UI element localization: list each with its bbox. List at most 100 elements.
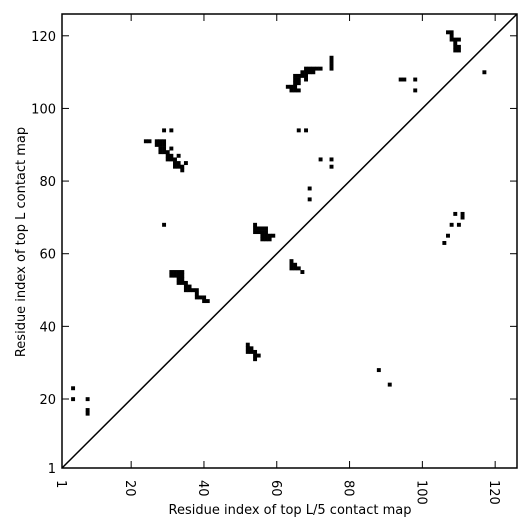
contact-cell	[256, 353, 261, 358]
contact-cell	[245, 346, 250, 351]
contact-cell	[165, 150, 170, 155]
x-tick-label: 80	[341, 480, 356, 497]
y-tick-label: 40	[39, 320, 56, 335]
contact-cell	[180, 164, 185, 169]
contact-cell	[449, 33, 454, 38]
contact-cell	[296, 81, 301, 86]
contact-cell	[456, 37, 461, 42]
contact-cell	[293, 266, 298, 271]
contact-cell	[329, 63, 334, 67]
contact-cell	[329, 55, 334, 60]
y-axis-title: Residue index of top L contact map	[14, 127, 29, 357]
contact-cell	[187, 288, 192, 293]
x-tick-label: 20	[122, 480, 137, 497]
contact-cell	[71, 386, 76, 391]
contact-cell	[329, 66, 334, 71]
contact-cell	[183, 161, 188, 166]
contact-cell	[318, 66, 323, 71]
contact-cell	[300, 70, 305, 75]
contact-cell	[446, 30, 450, 35]
contact-cell	[304, 128, 308, 133]
contact-cell	[329, 164, 334, 169]
contact-cell	[169, 146, 174, 151]
y-tick-label: 100	[31, 102, 56, 117]
contact-cell	[304, 77, 308, 82]
contact-cell	[173, 161, 177, 166]
contact-cell	[264, 230, 268, 235]
contact-cells	[71, 30, 487, 416]
contact-cell	[260, 237, 265, 242]
contact-cell	[293, 77, 298, 82]
contact-cell	[296, 88, 301, 93]
y-tick-label: 20	[39, 393, 56, 408]
contact-cell	[194, 295, 199, 300]
contact-cell	[398, 77, 403, 82]
contact-cell	[147, 139, 152, 144]
contact-cell	[71, 397, 76, 402]
contact-cell	[311, 70, 316, 75]
contact-cell	[85, 408, 90, 413]
contact-cell	[162, 150, 167, 155]
contact-cell	[453, 37, 458, 42]
contact-cell	[154, 142, 159, 147]
contact-cell	[169, 270, 174, 274]
contact-cell	[304, 73, 308, 78]
contact-cell	[289, 259, 294, 264]
contact-cell	[293, 81, 298, 86]
contact-cell	[253, 226, 258, 231]
contact-cell	[296, 73, 301, 78]
contact-cell	[456, 48, 461, 53]
contact-cell	[387, 382, 392, 387]
contact-cell	[449, 222, 454, 227]
contact-cell	[180, 270, 185, 274]
contact-cell	[194, 291, 199, 296]
contact-cell	[449, 30, 454, 35]
contact-cell	[245, 342, 250, 347]
contact-cell	[176, 164, 181, 169]
contact-cell	[176, 280, 181, 285]
contact-cell	[176, 273, 181, 278]
contact-cell	[264, 237, 268, 242]
contact-cell	[453, 48, 458, 53]
contact-cell	[158, 150, 163, 155]
contact-cell	[413, 88, 418, 93]
contact-cell	[253, 230, 258, 235]
contact-cell	[296, 128, 301, 133]
contact-cell	[329, 157, 334, 162]
contact-cell	[307, 186, 312, 191]
contact-cell	[173, 270, 177, 274]
contact-cell	[453, 211, 458, 216]
contact-cell	[165, 157, 170, 162]
contact-cell	[176, 161, 181, 166]
contact-cell	[453, 41, 458, 46]
contact-cell	[293, 262, 298, 267]
contact-cell	[267, 233, 272, 238]
contact-cell	[289, 266, 294, 271]
contact-cell	[169, 157, 174, 162]
contact-cell	[300, 73, 305, 78]
contact-cell	[180, 273, 185, 278]
contact-cell	[191, 288, 196, 293]
contact-cell	[205, 299, 210, 304]
contact-cell	[264, 233, 268, 238]
contact-cell	[329, 59, 334, 64]
contact-cell	[176, 153, 181, 158]
contact-cell	[162, 222, 167, 227]
contact-cell	[293, 88, 298, 93]
diagonal-line	[61, 13, 518, 469]
contact-cell	[296, 266, 301, 271]
contact-cell	[169, 128, 174, 133]
contact-cell	[264, 226, 268, 231]
contact-cell	[260, 230, 265, 235]
y-tick-label: 120	[31, 30, 56, 45]
contact-cell	[293, 84, 298, 89]
contact-cell	[271, 233, 276, 238]
contact-cell	[456, 222, 461, 227]
contact-cell	[180, 168, 185, 173]
contact-cell	[453, 44, 458, 49]
contact-cell	[376, 368, 381, 373]
contact-cell	[173, 157, 177, 162]
x-axis-title: Residue index of top L/5 contact map	[169, 503, 412, 518]
x-tick-label: 60	[268, 480, 283, 497]
